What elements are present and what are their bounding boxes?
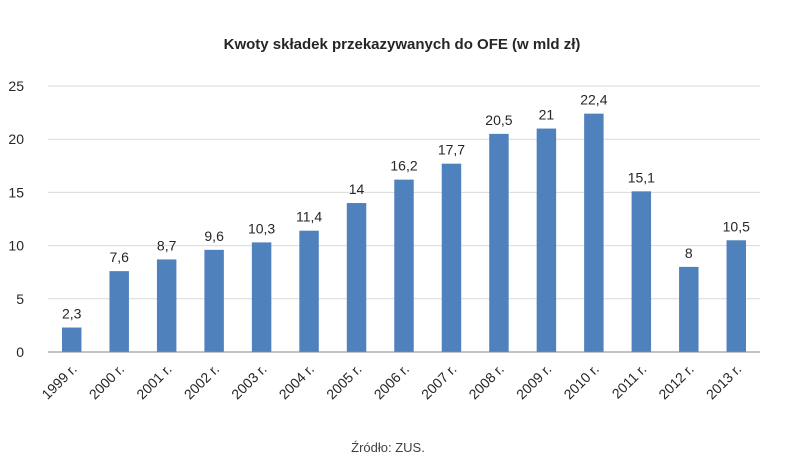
bar [679,266,699,352]
bar [299,230,319,352]
source-note: Źródło: ZUS. [351,440,425,455]
bar [536,128,557,352]
bar [204,249,224,352]
bar [489,133,509,352]
y-tick-label: 15 [8,184,24,200]
bar [156,259,177,352]
bar [62,327,82,352]
x-tick-label: 2003 r. [228,361,270,403]
data-label: 22,4 [580,92,607,108]
bar [109,271,129,352]
bars [62,113,746,352]
y-tick-label: 25 [8,78,24,94]
bar [346,203,367,352]
data-label: 2,3 [62,306,82,322]
x-tick-label: 1999 r. [38,361,80,403]
bar [584,113,604,352]
x-tick-label: 2004 r. [276,361,318,403]
x-tick-label: 2009 r. [513,361,555,403]
x-tick-label: 2005 r. [323,361,365,403]
y-axis-ticks: 0 5 10 15 20 25 [8,78,24,360]
x-tick-label: 2013 r. [703,361,745,403]
data-labels: 2,3 7,6 8,7 9,6 10,3 11,4 14 16,2 17,7 20,5 21 22,4… [62,92,750,322]
y-tick-label: 20 [8,131,24,147]
x-tick-label: 2008 r. [465,361,507,403]
data-label: 7,6 [109,249,129,265]
data-label: 8,7 [157,237,177,253]
bar [394,179,414,352]
data-label: 9,6 [204,228,224,244]
data-label: 10,5 [723,218,750,234]
data-label: 14 [349,181,365,197]
bar [631,191,652,352]
data-label: 20,5 [485,112,512,128]
data-label: 15,1 [628,169,655,185]
x-tick-label: 2010 r. [560,361,602,403]
y-tick-label: 10 [8,238,24,254]
x-axis-ticks: 1999 r. 2000 r. 2001 r. 2002 r. 2003 r. 2004 … [38,361,744,403]
bar [251,242,272,352]
x-tick-label: 2006 r. [371,361,413,403]
x-tick-label: 2002 r. [181,361,223,403]
x-tick-label: 2012 r. [655,361,697,403]
chart-title: Kwoty składek przekazywanych do OFE (w m… [224,36,581,53]
data-label: 21 [539,107,555,123]
data-label: 17,7 [438,142,465,158]
x-tick-label: 2001 r. [133,361,175,403]
bar [441,163,462,352]
data-label: 8 [685,245,693,261]
x-tick-label: 2000 r. [86,361,128,403]
x-tick-label: 2007 r. [418,361,460,403]
data-label: 11,4 [296,209,322,225]
y-tick-label: 0 [16,344,24,360]
x-tick-label: 2011 r. [609,361,650,402]
y-tick-label: 5 [16,291,24,307]
bar [726,240,746,352]
data-label: 10,3 [248,220,275,236]
data-label: 16,2 [390,158,417,174]
